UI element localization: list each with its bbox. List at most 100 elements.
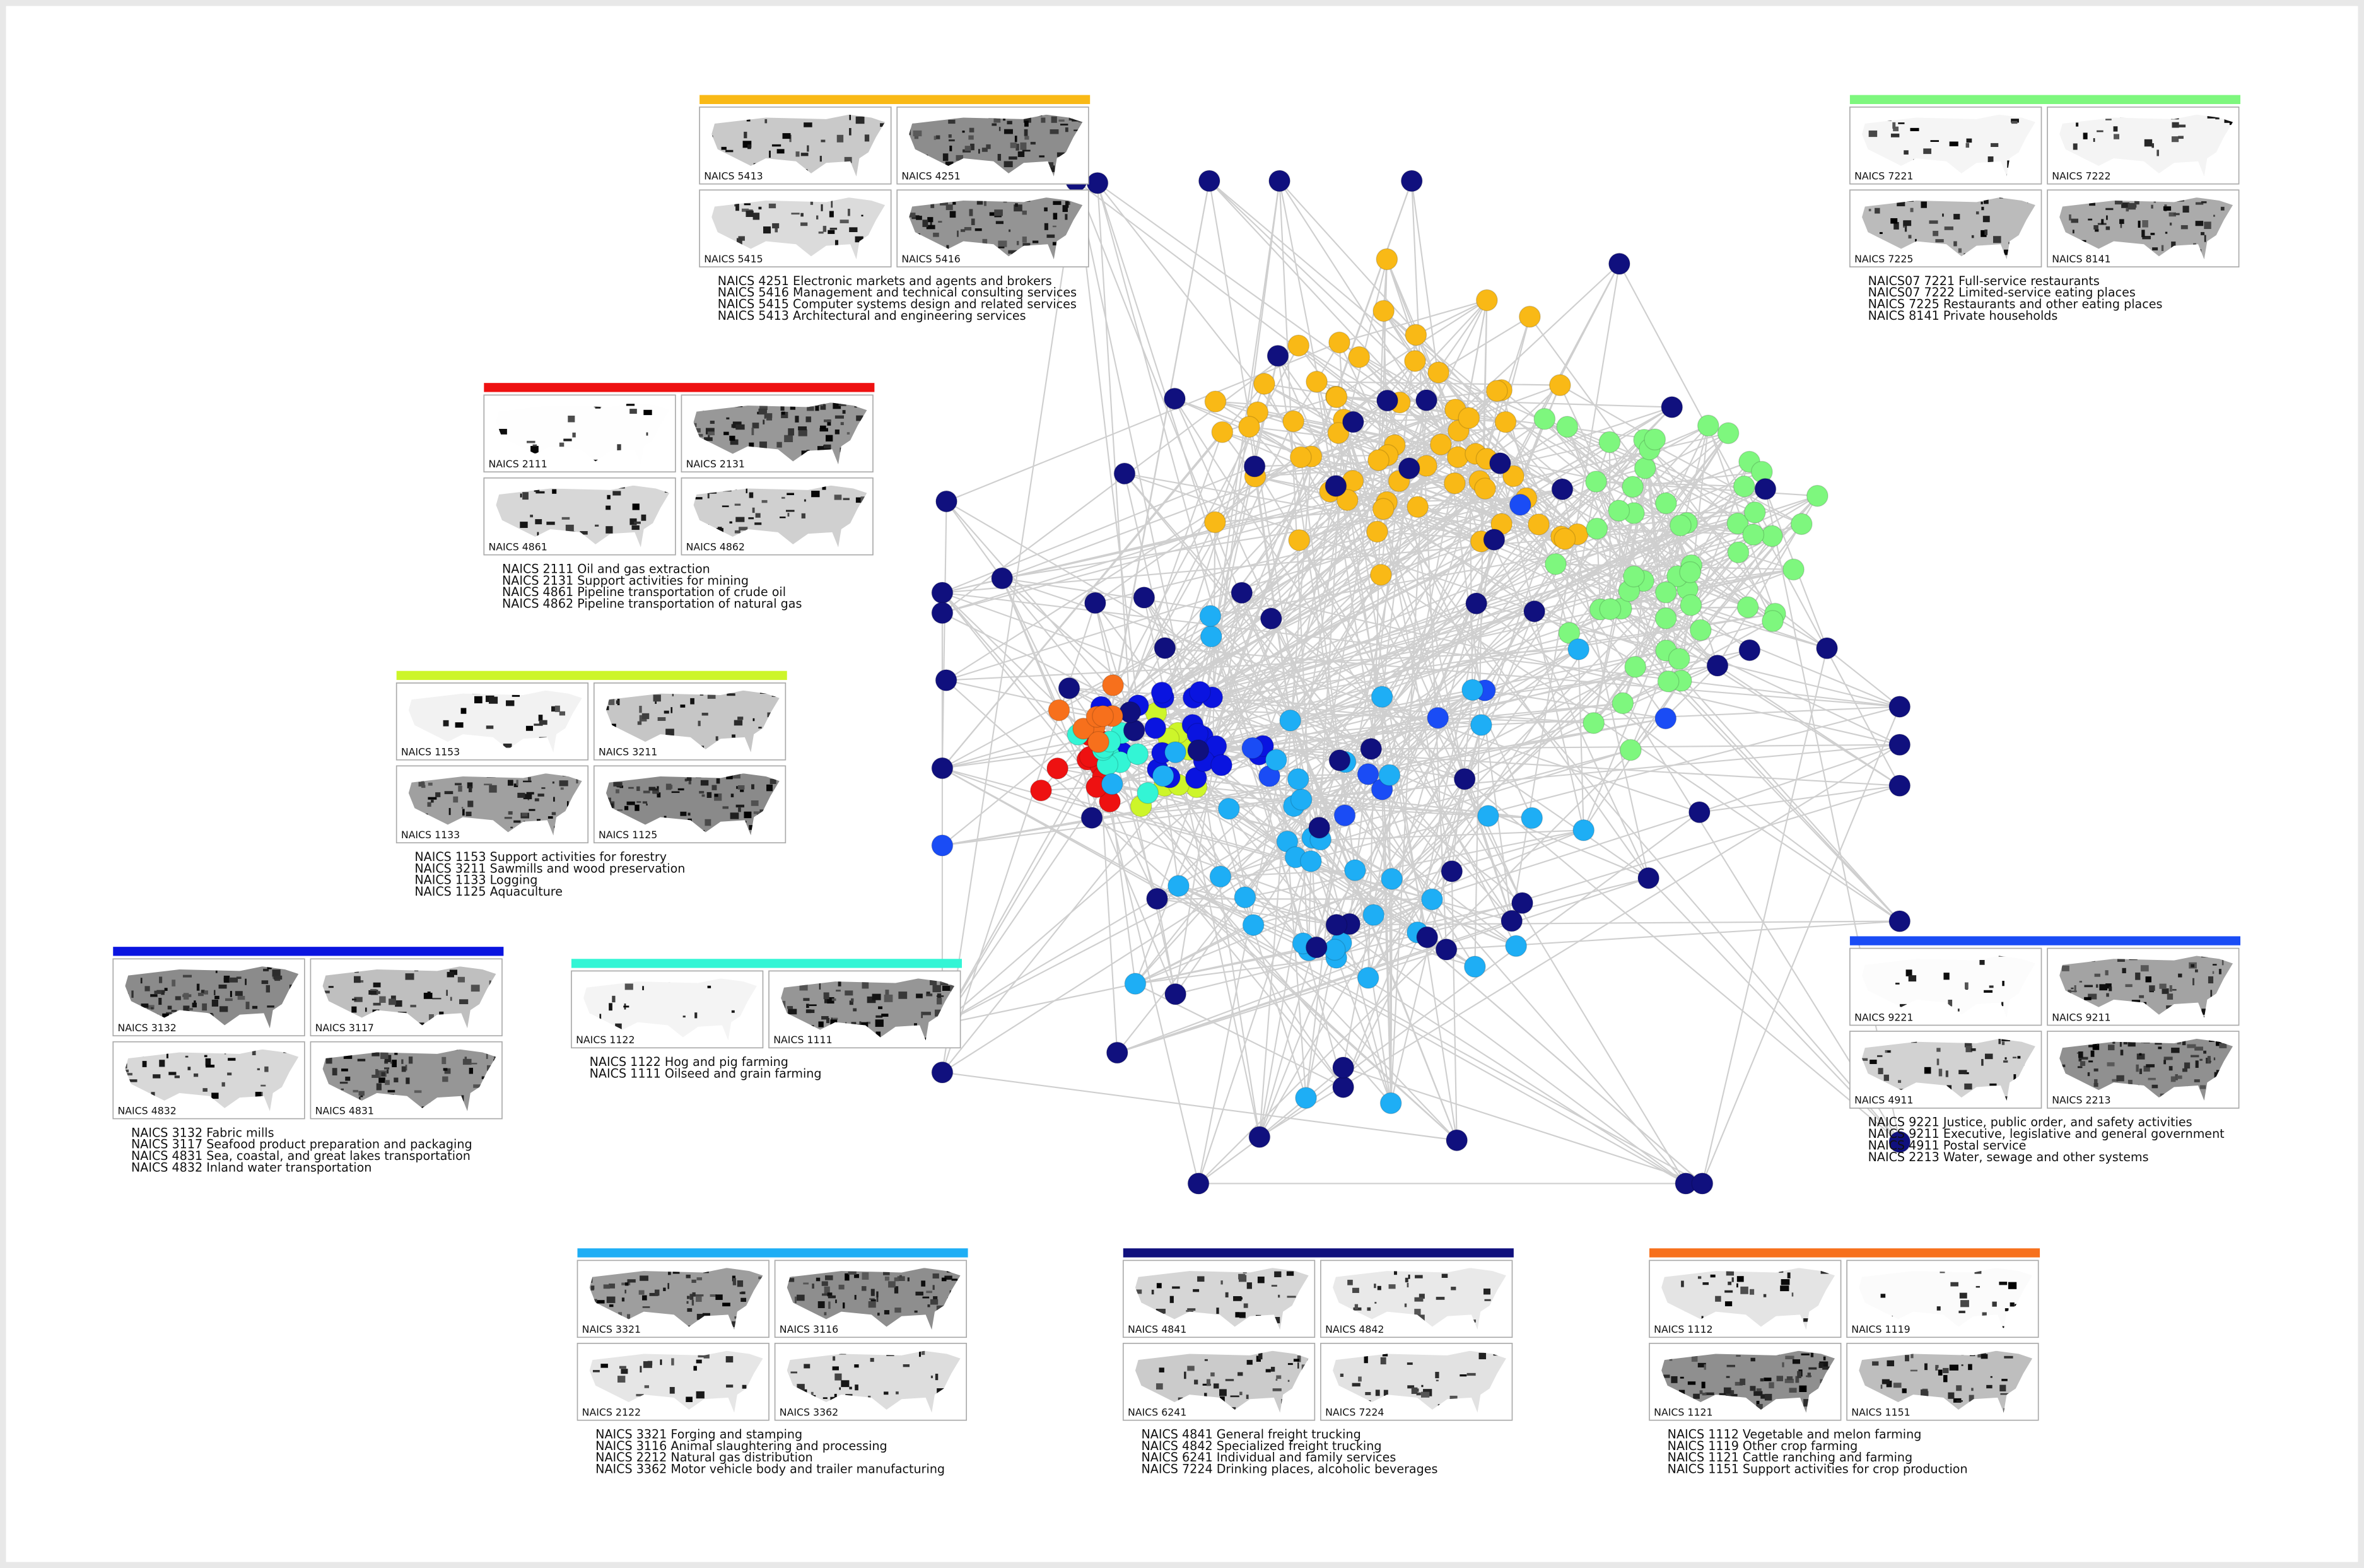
map-speck	[696, 1277, 703, 1280]
map-speck	[2178, 973, 2182, 978]
edge	[1075, 180, 1149, 793]
edge	[1475, 438, 1656, 604]
map-speck	[707, 493, 710, 499]
map-speck	[627, 1279, 636, 1283]
map-speck	[2191, 1055, 2199, 1058]
map-speck	[1904, 150, 1909, 155]
edge	[1701, 706, 1900, 1184]
map-speck	[784, 435, 793, 442]
map-speck	[185, 1055, 189, 1058]
node	[1441, 860, 1463, 882]
map-speck	[2194, 1079, 2200, 1082]
map-label: NAICS 3362	[780, 1407, 838, 1419]
map-speck	[1375, 1390, 1380, 1396]
map-speck	[2071, 987, 2074, 990]
map-speck	[568, 416, 575, 423]
map-speck	[700, 780, 709, 786]
map-speck	[1702, 1282, 1709, 1285]
map-speck	[194, 1073, 199, 1077]
node	[1306, 370, 1328, 393]
map-speck	[696, 1391, 705, 1399]
map-speck	[830, 1019, 838, 1025]
map-speck	[204, 1055, 208, 1058]
edge	[1164, 300, 1488, 649]
edge	[1241, 592, 1900, 1143]
map-speck	[325, 1056, 332, 1064]
map-speck	[632, 503, 640, 510]
node	[1164, 983, 1187, 1005]
map-speck	[541, 787, 546, 789]
map-speck	[730, 793, 734, 798]
map-speck	[1905, 1355, 1909, 1362]
map-speck	[807, 406, 814, 411]
edge	[1215, 746, 1900, 787]
map-speck	[787, 1006, 793, 1009]
map-speck	[624, 805, 629, 810]
map-speck	[809, 1004, 817, 1007]
map-speck	[1460, 1374, 1467, 1377]
map-speck	[252, 1050, 256, 1055]
map-speck	[734, 720, 743, 726]
map-speck	[1047, 162, 1054, 168]
map-speck	[1787, 1272, 1791, 1278]
map-speck	[370, 989, 377, 991]
node	[1167, 875, 1190, 898]
map-speck	[2201, 1009, 2207, 1015]
map-speck	[1407, 1385, 1415, 1389]
map-speck	[196, 983, 200, 991]
description: NAICS07 7222 Limited-service eating plac…	[1868, 285, 2136, 300]
edge	[1124, 473, 1513, 921]
map-speck	[754, 522, 762, 525]
map-speck	[705, 428, 715, 435]
map-speck	[2139, 1053, 2142, 1056]
map-speck	[2120, 223, 2122, 228]
map-speck	[1801, 1353, 1810, 1355]
map-speck	[736, 786, 738, 789]
map-speck	[930, 979, 937, 985]
map-speck	[899, 1275, 902, 1278]
map-label: NAICS 7224	[1325, 1407, 1384, 1419]
description: NAICS 3362 Motor vehicle body and traile…	[595, 1462, 945, 1477]
map-speck	[835, 1299, 837, 1304]
map-speck	[766, 418, 773, 421]
map-speck	[599, 1014, 602, 1020]
map-speck	[2182, 206, 2189, 213]
map-speck	[444, 1068, 451, 1074]
map-speck	[2061, 965, 2069, 971]
map-speck	[609, 1304, 614, 1308]
map-speck	[554, 705, 560, 712]
node	[1048, 699, 1070, 722]
edge	[1381, 789, 1392, 1104]
map-speck	[1704, 1364, 1706, 1370]
edge	[1156, 524, 1539, 714]
description: NAICS 1153 Support activities for forest…	[414, 850, 667, 864]
map-speck	[1693, 1393, 1700, 1399]
map-speck	[2204, 221, 2211, 230]
map-speck	[1785, 1355, 1794, 1360]
edge	[1130, 475, 1514, 713]
map-speck	[1992, 236, 2001, 243]
node	[1204, 390, 1227, 413]
description: NAICS 1121 Cattle ranching and farming	[1668, 1450, 1913, 1465]
map-speck	[758, 1276, 763, 1280]
map-speck	[751, 784, 754, 790]
map-speck	[986, 144, 991, 149]
map-speck	[930, 1299, 939, 1305]
map-speck	[1933, 230, 1939, 237]
edge	[1451, 871, 1458, 1140]
map-speck	[1797, 1371, 1801, 1378]
node	[1661, 396, 1683, 418]
map-speck	[1893, 222, 1899, 230]
map-speck	[1404, 1303, 1407, 1308]
map-speck	[1022, 210, 1027, 215]
edge	[1371, 611, 1535, 750]
map-speck	[834, 1373, 842, 1381]
map-speck	[693, 428, 701, 433]
map-speck	[1157, 1309, 1166, 1314]
node	[1435, 938, 1458, 961]
map-speck	[2199, 1058, 2203, 1061]
map-label: NAICS 5415	[704, 253, 763, 265]
node	[1782, 558, 1805, 581]
edge	[1665, 425, 1709, 593]
map-speck	[235, 991, 243, 996]
